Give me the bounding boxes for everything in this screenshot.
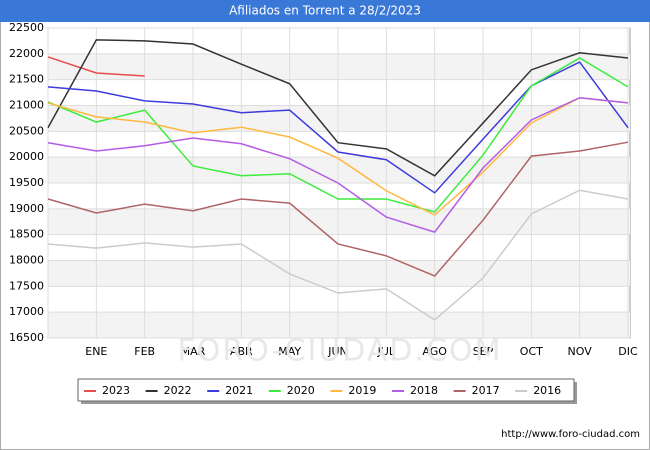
grid-band	[48, 260, 630, 287]
y-tick-label: 21500	[9, 73, 44, 86]
x-tick-label: SEP	[473, 345, 494, 358]
legend-label: 2017	[472, 384, 500, 397]
series-line	[47, 56, 145, 77]
y-tick-label: 18500	[9, 228, 44, 241]
x-tick-label: AGO	[422, 345, 447, 358]
legend-label: 2023	[102, 384, 130, 397]
source: http://www.foro-ciudad.com	[501, 429, 640, 440]
y-tick-label: 21000	[9, 99, 44, 112]
x-tick-label: ENE	[85, 345, 107, 358]
series-line	[47, 96, 629, 216]
y-tick-label: 22500	[9, 21, 44, 34]
x-tick-label: MAY	[278, 345, 301, 358]
grid-band	[48, 105, 630, 132]
series-line	[47, 96, 629, 233]
series-line	[47, 39, 629, 177]
x-tick-label: OCT	[520, 345, 543, 358]
legend-label: 2018	[410, 384, 438, 397]
chart-title: Afiliados en Torrent a 28/2/2023	[229, 4, 421, 18]
x-tick-label: NOV	[568, 345, 593, 358]
y-tick-label: 20500	[9, 124, 44, 137]
x-tick-label: DIC	[618, 345, 638, 358]
x-tick-label: ABR	[230, 345, 253, 358]
legend-label: 2022	[164, 384, 192, 397]
y-tick-label: 17500	[9, 279, 44, 292]
watermark: FORO-CIUDAD.COM	[178, 334, 503, 369]
series-line	[47, 57, 629, 213]
y-tick-label: 19000	[9, 202, 44, 215]
legend-label: 2020	[287, 384, 315, 397]
x-tick-label: FEB	[134, 345, 155, 358]
legend-label: 2016	[533, 384, 561, 397]
title-bar	[0, 0, 650, 22]
y-tick-label: 17000	[9, 305, 44, 318]
y-tick-label: 16500	[9, 331, 44, 344]
legend-label: 2021	[225, 384, 253, 397]
grid-band	[48, 208, 630, 235]
y-tick-label: 18000	[9, 254, 44, 267]
series-line	[47, 141, 629, 277]
legend-label: 2019	[348, 384, 376, 397]
y-tick-label: 22000	[9, 47, 44, 60]
legend	[77, 378, 575, 402]
y-tick-label: 19500	[9, 176, 44, 189]
x-tick-label: JUN	[327, 345, 348, 358]
y-tick-label: 20000	[9, 150, 44, 163]
x-tick-label: MAR	[181, 345, 206, 358]
x-tick-label: JUL	[377, 345, 396, 358]
series-line	[47, 189, 629, 321]
grid-band	[48, 157, 630, 183]
